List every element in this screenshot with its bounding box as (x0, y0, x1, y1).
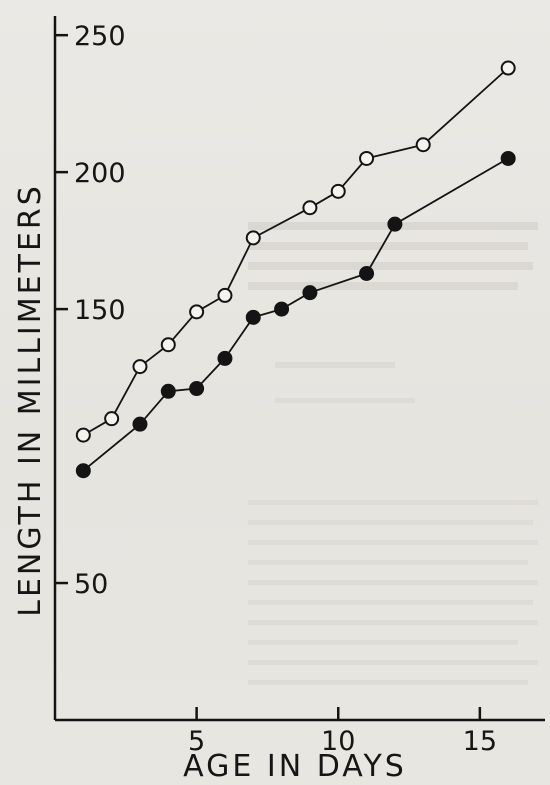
x-axis-title: AGE IN DAYS (183, 749, 407, 784)
open-point-4 (160, 337, 176, 353)
filled-point-7 (274, 301, 290, 317)
filled-point-2 (132, 416, 148, 432)
open-point-12 (500, 60, 516, 76)
filled-point-9 (359, 265, 375, 281)
data-markers (75, 60, 516, 479)
open-point-11 (415, 137, 431, 153)
x-tick-label-10: 10 (321, 726, 355, 757)
open-point-1 (75, 427, 91, 443)
filled-point-4 (189, 381, 205, 397)
open-point-10 (359, 150, 375, 166)
open-point-8 (302, 200, 318, 216)
open-point-7 (245, 230, 261, 246)
filled-point-3 (160, 383, 176, 399)
y-tick-label-200: 200 (74, 158, 126, 189)
y-tick-label-250: 250 (74, 21, 126, 52)
filled-point-6 (245, 309, 261, 325)
x-tick-label-15: 15 (463, 726, 497, 757)
axis-ticks: 50 150 200 250 5 10 15 (55, 21, 497, 757)
filled-point-1 (75, 463, 91, 479)
filled-point-11 (500, 150, 516, 166)
filled-point-8 (302, 285, 318, 301)
open-point-2 (104, 411, 120, 427)
y-tick-label-150: 150 (74, 295, 126, 326)
y-axis-title: LENGTH IN MILLIMETERS (13, 183, 48, 617)
filled-point-5 (217, 350, 233, 366)
filled-point-10 (387, 216, 403, 232)
open-point-9 (330, 183, 346, 199)
open-point-5 (189, 304, 205, 320)
open-point-6 (217, 287, 233, 303)
y-tick-label-50: 50 (74, 569, 108, 600)
x-tick-label-5: 5 (188, 726, 205, 757)
bleed-through-texture (248, 222, 538, 685)
series-line-1 (82, 67, 509, 436)
open-point-3 (132, 359, 148, 375)
